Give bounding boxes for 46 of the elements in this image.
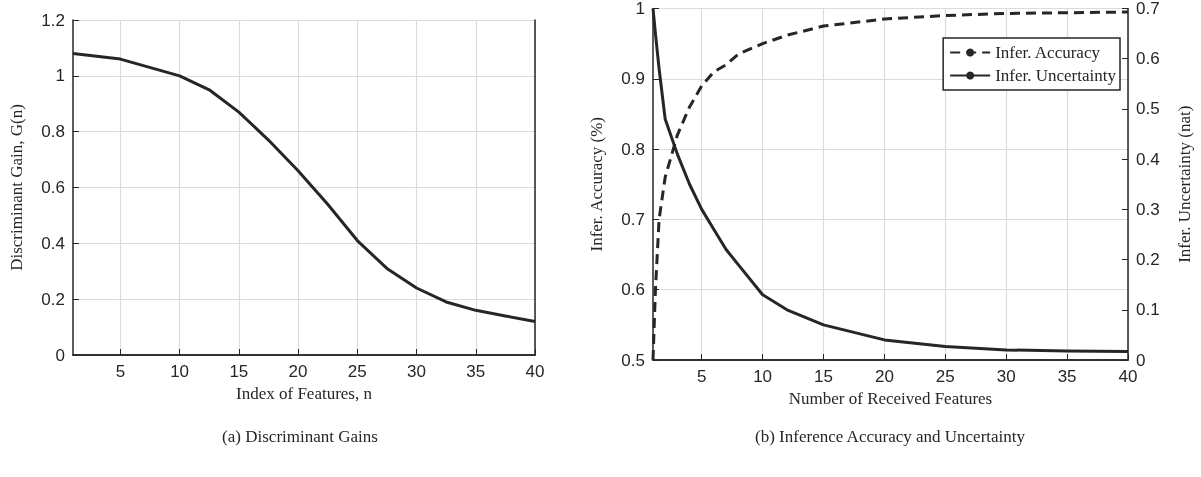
y-tick-label: 0.4 bbox=[41, 233, 65, 253]
y2-tick-label: 0.4 bbox=[1136, 149, 1160, 169]
text: (b) Inference Accuracy and Uncertainty bbox=[755, 427, 1026, 446]
text: (a) Discriminant Gains bbox=[222, 427, 378, 446]
y2-tick-label: 0.3 bbox=[1136, 199, 1160, 219]
x-tick-label: 10 bbox=[170, 362, 190, 381]
x-tick-label: 5 bbox=[115, 362, 126, 381]
y2-tick-label: 0 bbox=[1136, 350, 1146, 370]
x-axis-title: Number of Received Features bbox=[788, 389, 993, 408]
x-tick-label: 25 bbox=[347, 362, 367, 381]
x-tick-label: 40 bbox=[525, 362, 545, 381]
x-tick-label: 25 bbox=[935, 367, 955, 386]
x-tick-label: 15 bbox=[229, 362, 249, 381]
x-tick-label: 10 bbox=[753, 367, 773, 386]
legend-label: Infer. Accuracy bbox=[995, 43, 1101, 62]
y-tick-label: 1 bbox=[635, 0, 645, 18]
y2-tick-label: 0.1 bbox=[1136, 300, 1160, 320]
x-tick-label: 5 bbox=[696, 367, 707, 386]
y-axis-title: Infer. Accuracy (%) bbox=[587, 116, 606, 252]
x-tick-label: 35 bbox=[1057, 367, 1077, 386]
y-axis-title: Discriminant Gain, G(n) bbox=[7, 104, 26, 271]
x-axis-title: Index of Features, n bbox=[236, 384, 373, 403]
y-tick-label: 0.5 bbox=[621, 350, 645, 370]
legend-label: Infer. Uncertainty bbox=[995, 66, 1117, 85]
x-tick-label: 40 bbox=[1118, 367, 1138, 386]
x-tick-label: 20 bbox=[288, 362, 308, 381]
y-tick-label: 0.8 bbox=[41, 122, 65, 142]
x-tick-label: 30 bbox=[407, 362, 426, 381]
y-tick-label: 1 bbox=[55, 66, 65, 86]
y-tick-label: 0.6 bbox=[41, 178, 65, 197]
y2-tick-label: 0.6 bbox=[1136, 49, 1160, 69]
x-tick-label: 20 bbox=[874, 367, 894, 386]
y2-tick-label: 0.7 bbox=[1136, 0, 1160, 18]
x-tick-label: 30 bbox=[996, 367, 1016, 386]
y-tick-label: 0.9 bbox=[621, 69, 645, 89]
y2-tick-label: 0.5 bbox=[1136, 99, 1160, 119]
y-tick-label: 0.2 bbox=[41, 289, 65, 309]
y-tick-label: 1.2 bbox=[41, 10, 65, 30]
y2-axis-title: Infer. Uncertainty (nat) bbox=[1175, 105, 1194, 263]
y-tick-label: 0.6 bbox=[621, 280, 645, 300]
y-tick-label: 0.7 bbox=[621, 209, 645, 229]
x-tick-label: 15 bbox=[814, 367, 833, 386]
y-tick-label: 0 bbox=[55, 345, 65, 365]
x-tick-label: 35 bbox=[466, 362, 486, 381]
y2-tick-label: 0.2 bbox=[1136, 250, 1160, 270]
y-tick-label: 0.8 bbox=[621, 139, 645, 159]
